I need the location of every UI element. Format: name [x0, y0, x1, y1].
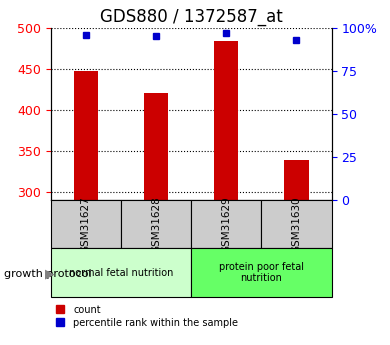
FancyBboxPatch shape: [191, 200, 261, 248]
FancyBboxPatch shape: [51, 248, 191, 297]
Text: normal fetal nutrition: normal fetal nutrition: [69, 268, 173, 277]
Text: protein poor fetal
nutrition: protein poor fetal nutrition: [219, 262, 304, 283]
Text: GSM31630: GSM31630: [291, 196, 301, 253]
Legend: count, percentile rank within the sample: count, percentile rank within the sample: [55, 305, 238, 328]
Text: ▶: ▶: [45, 268, 55, 281]
Text: GSM31627: GSM31627: [81, 196, 91, 253]
Bar: [284, 160, 309, 200]
Text: GSM31628: GSM31628: [151, 196, 161, 253]
FancyBboxPatch shape: [191, 248, 332, 297]
Bar: [144, 93, 168, 200]
FancyBboxPatch shape: [121, 200, 191, 248]
Title: GDS880 / 1372587_at: GDS880 / 1372587_at: [100, 8, 282, 26]
Bar: [214, 41, 239, 200]
Text: GSM31629: GSM31629: [221, 196, 231, 253]
FancyBboxPatch shape: [51, 200, 121, 248]
Bar: [74, 71, 98, 200]
FancyBboxPatch shape: [261, 200, 332, 248]
Text: growth protocol: growth protocol: [4, 269, 92, 279]
